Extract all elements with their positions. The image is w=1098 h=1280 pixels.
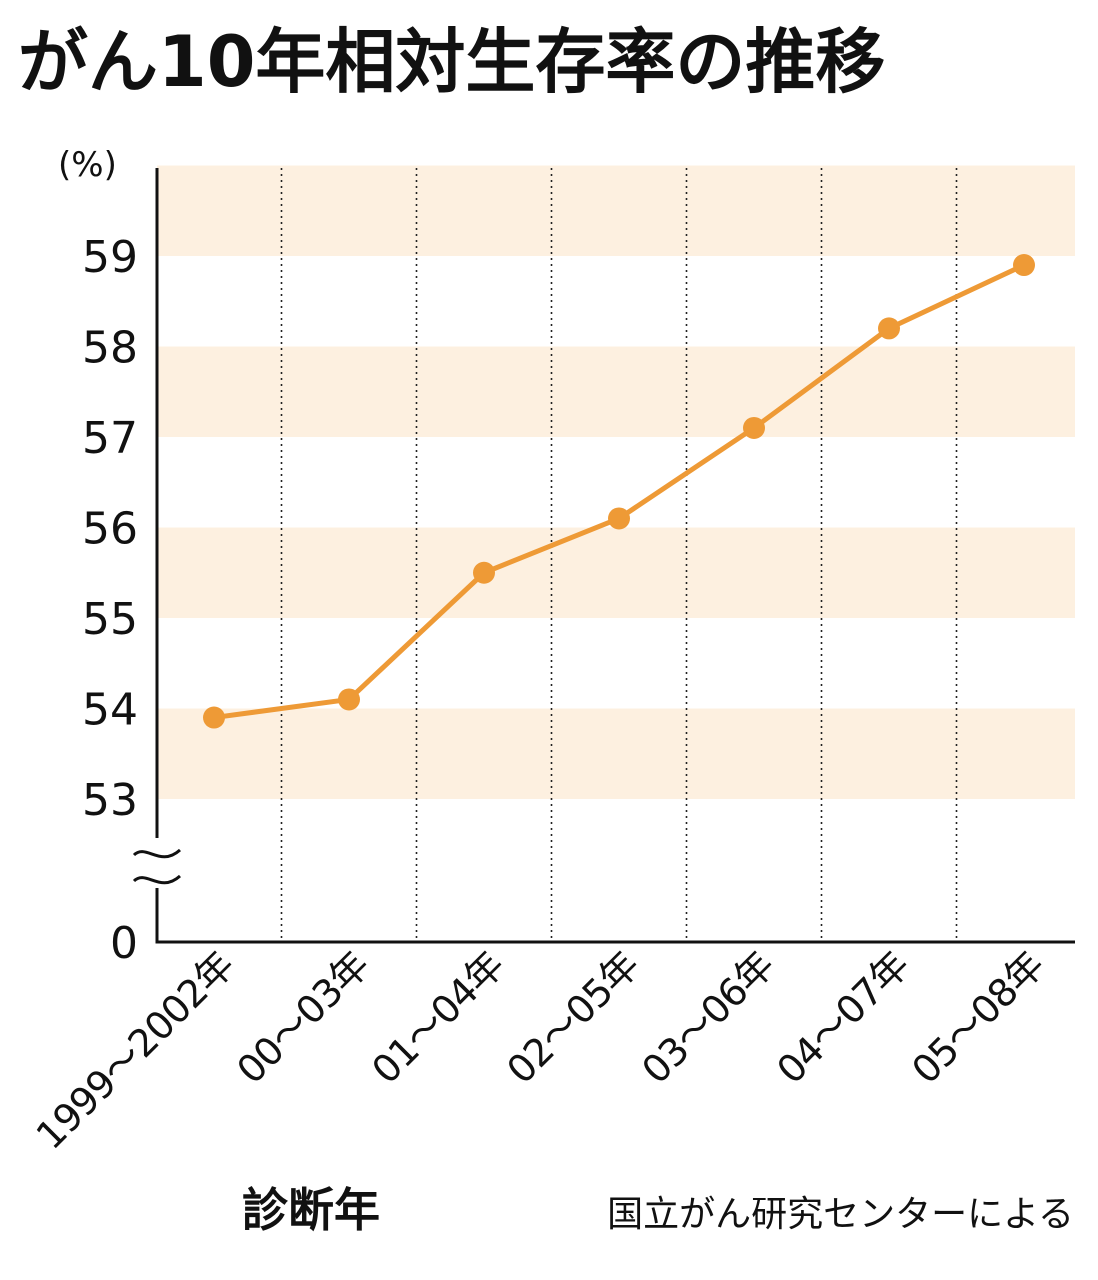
x-tick-label: 1999～2002年 — [28, 943, 243, 1158]
y-tick-label: 57 — [82, 413, 138, 464]
x-axis-label: 診断年 — [242, 1183, 380, 1237]
axis-break-mark — [132, 848, 182, 859]
y-tick-label: 56 — [82, 504, 138, 555]
background-band — [157, 165, 1075, 256]
data-point — [203, 706, 225, 729]
data-point — [473, 561, 495, 584]
axis-break-mark — [132, 874, 182, 885]
y-tick-label: 54 — [82, 685, 138, 736]
x-tick-label: 03～06年 — [633, 943, 782, 1092]
axes — [132, 168, 1075, 944]
background-bands — [157, 165, 1075, 799]
y-tick-zero: 0 — [110, 918, 138, 969]
data-point — [1013, 254, 1035, 277]
data-point — [878, 317, 900, 340]
x-tick-label: 02～05年 — [498, 943, 647, 1092]
x-tick-label: 01～04年 — [363, 943, 512, 1092]
series-polyline — [213, 262, 1026, 721]
data-point — [743, 416, 765, 439]
x-tick-label: 00～03年 — [228, 943, 377, 1092]
y-axis-unit: (%) — [58, 145, 117, 185]
background-band — [157, 346, 1075, 437]
y-tick-labels: 59 58 57 56 55 54 53 — [82, 232, 138, 826]
y-tick-label: 53 — [82, 775, 138, 826]
data-point — [338, 688, 360, 711]
background-band — [157, 708, 1075, 799]
background-band — [157, 527, 1075, 618]
x-tick-label: 04～07年 — [768, 943, 917, 1092]
source-note: 国立がん研究センターによる — [607, 1194, 1074, 1235]
y-tick-label: 59 — [82, 232, 138, 283]
x-tick-label: 05～08年 — [903, 943, 1052, 1092]
series-line — [203, 254, 1035, 729]
x-tick-labels: 1999～2002年00～03年01～04年02～05年03～06年04～07年… — [28, 943, 1053, 1158]
y-tick-label: 58 — [82, 323, 138, 374]
data-point — [608, 507, 630, 530]
y-tick-label: 55 — [82, 594, 138, 645]
chart-title: がん10年相対生存率の推移 — [18, 21, 885, 103]
